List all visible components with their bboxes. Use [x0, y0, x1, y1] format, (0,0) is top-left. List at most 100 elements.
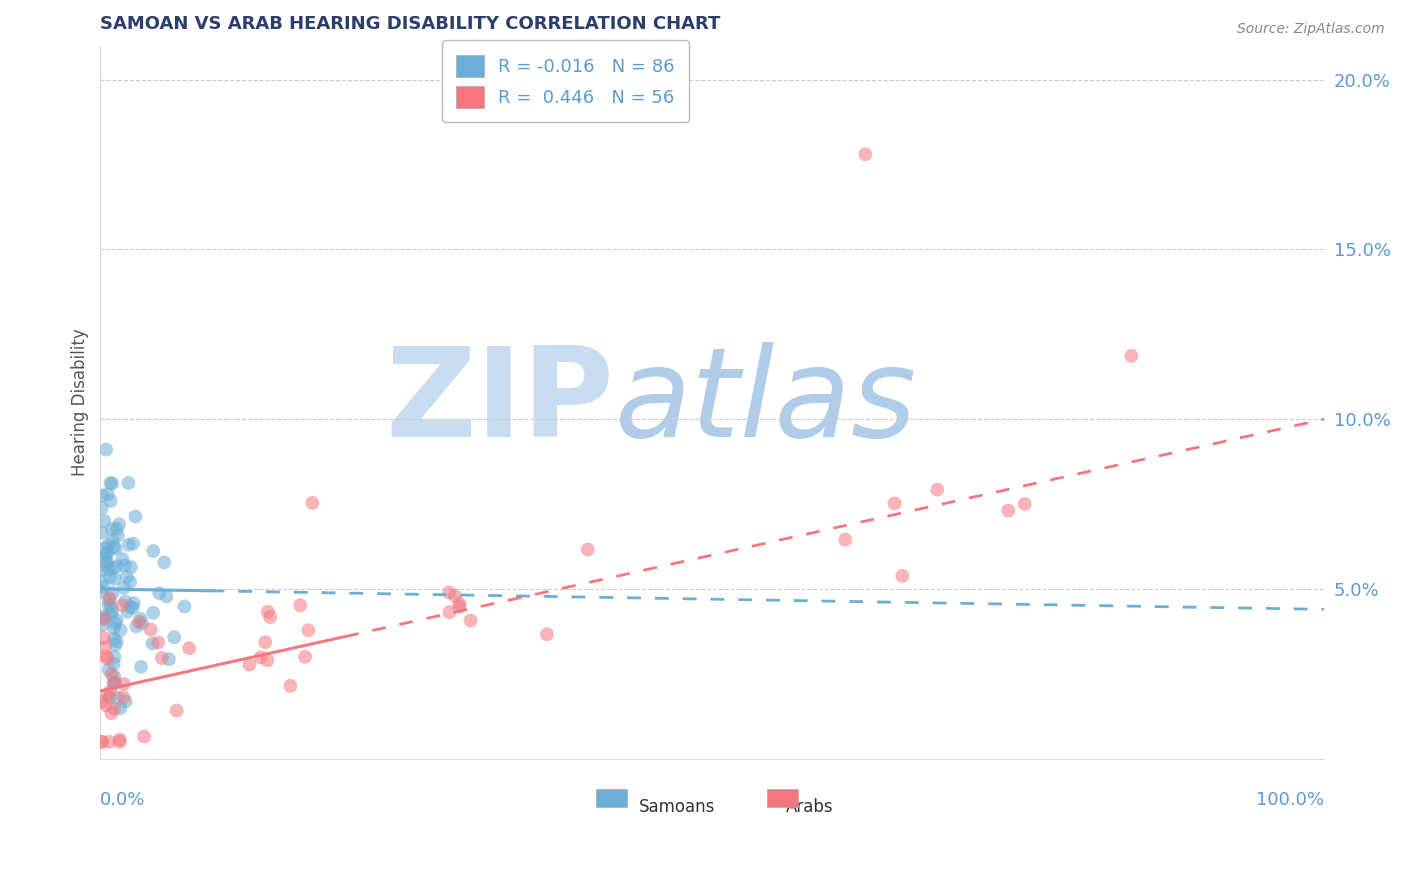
Point — [128, 615, 150, 629]
Point — [90, 695, 112, 709]
Point — [280, 679, 302, 693]
Point — [96, 558, 118, 572]
Point — [297, 624, 319, 638]
FancyBboxPatch shape — [768, 789, 799, 807]
Point — [301, 496, 323, 510]
Point — [104, 572, 127, 586]
Point — [96, 555, 118, 569]
Point — [96, 651, 118, 665]
Point — [111, 598, 134, 612]
Point — [117, 605, 139, 619]
Y-axis label: Hearing Disability: Hearing Disability — [72, 328, 89, 476]
Point — [104, 616, 127, 631]
Point — [437, 585, 460, 599]
Point — [460, 614, 482, 628]
Point — [166, 704, 188, 718]
Point — [108, 732, 131, 747]
Point — [105, 559, 128, 574]
Point — [142, 606, 165, 620]
Point — [120, 600, 142, 615]
Point — [98, 591, 121, 606]
Point — [108, 517, 131, 532]
Point — [100, 706, 122, 721]
Point — [91, 735, 114, 749]
Point — [98, 690, 121, 705]
Point — [93, 514, 115, 528]
FancyBboxPatch shape — [596, 789, 627, 807]
Point — [96, 649, 118, 664]
Point — [91, 488, 114, 502]
Point — [98, 685, 121, 699]
Point — [93, 612, 115, 626]
Point — [129, 612, 152, 626]
Legend: R = -0.016   N = 86, R =  0.446   N = 56: R = -0.016 N = 86, R = 0.446 N = 56 — [441, 40, 689, 122]
Point — [100, 599, 122, 614]
Point — [834, 533, 856, 547]
Point — [1121, 349, 1143, 363]
Point — [117, 475, 139, 490]
Text: Source: ZipAtlas.com: Source: ZipAtlas.com — [1237, 22, 1385, 37]
Point — [146, 635, 169, 649]
Point — [115, 570, 138, 584]
Point — [173, 599, 195, 614]
Point — [90, 585, 112, 599]
Point — [105, 522, 128, 536]
Point — [120, 574, 142, 589]
Point — [108, 701, 131, 715]
Point — [90, 574, 112, 589]
Point — [120, 560, 142, 574]
Point — [927, 483, 949, 497]
Point — [139, 623, 162, 637]
Point — [94, 442, 117, 457]
Point — [93, 541, 115, 556]
Point — [96, 546, 118, 560]
Point — [103, 657, 125, 671]
Point — [112, 677, 135, 691]
Point — [97, 487, 120, 501]
Text: atlas: atlas — [614, 342, 917, 463]
Point — [90, 563, 112, 577]
Point — [105, 690, 128, 705]
Text: SAMOAN VS ARAB HEARING DISABILITY CORRELATION CHART: SAMOAN VS ARAB HEARING DISABILITY CORREL… — [100, 15, 721, 33]
Point — [91, 618, 114, 632]
Point — [101, 605, 124, 619]
Point — [105, 614, 128, 628]
Point — [449, 599, 471, 614]
Point — [93, 612, 115, 626]
Text: Arabs: Arabs — [786, 798, 834, 816]
Point — [103, 621, 125, 635]
Point — [114, 558, 136, 573]
Point — [90, 501, 112, 516]
Point — [179, 641, 201, 656]
Point — [148, 586, 170, 600]
Point — [103, 650, 125, 665]
Text: 100.0%: 100.0% — [1257, 791, 1324, 809]
Point — [98, 570, 121, 584]
Point — [94, 547, 117, 561]
Point — [103, 670, 125, 684]
Point — [97, 538, 120, 552]
Point — [254, 635, 277, 649]
Point — [93, 609, 115, 624]
Point — [112, 581, 135, 595]
Point — [853, 147, 876, 161]
Point — [891, 569, 914, 583]
Point — [101, 522, 124, 536]
Point — [103, 676, 125, 690]
Point — [105, 634, 128, 648]
Point — [103, 701, 125, 715]
Point — [883, 496, 905, 510]
Point — [129, 660, 152, 674]
Point — [157, 652, 180, 666]
Point — [294, 649, 316, 664]
Point — [101, 586, 124, 600]
Point — [536, 627, 558, 641]
Point — [118, 538, 141, 552]
Point — [104, 638, 127, 652]
Point — [150, 651, 173, 665]
Point — [94, 550, 117, 565]
Point — [111, 552, 134, 566]
Point — [91, 525, 114, 540]
Point — [249, 650, 271, 665]
Point — [107, 528, 129, 542]
